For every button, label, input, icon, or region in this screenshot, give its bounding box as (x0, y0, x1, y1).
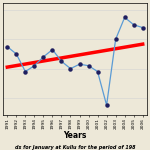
Text: ds for January at Kullu for the period of 198: ds for January at Kullu for the period o… (15, 145, 135, 150)
X-axis label: Years: Years (63, 131, 87, 140)
